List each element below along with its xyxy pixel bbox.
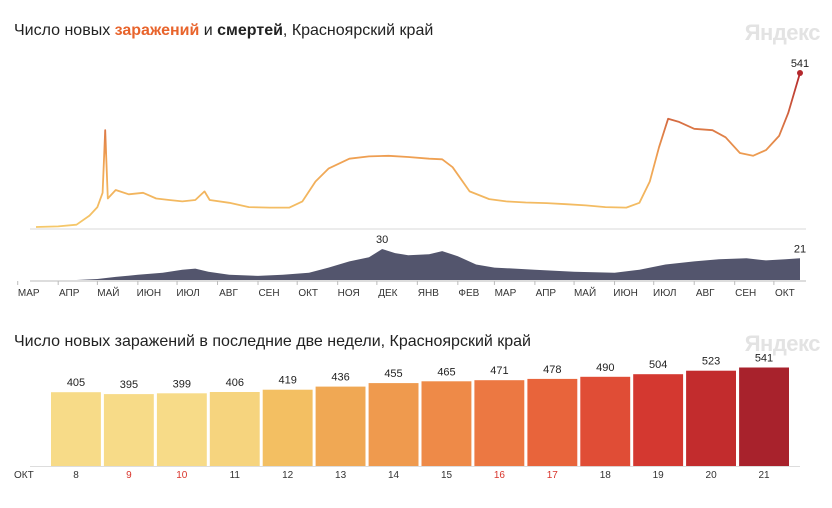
infections-series-line — [35, 72, 801, 228]
x-tick-label: ЯНВ — [418, 288, 439, 299]
x-tick-label: АПР — [59, 288, 80, 299]
bar-value-label: 455 — [384, 368, 402, 380]
x-tick-label: СЕН — [735, 288, 756, 299]
bar-value-label: 471 — [490, 365, 508, 377]
day-label: 18 — [600, 470, 612, 481]
annotation-label-1: 30 — [376, 234, 388, 246]
day-label: 12 — [282, 470, 294, 481]
bar-value-label: 399 — [173, 378, 191, 390]
bar-value-label: 523 — [702, 356, 720, 368]
bar-day-13 — [315, 386, 366, 466]
x-tick-label: АПР — [536, 288, 557, 299]
bar-day-21 — [739, 367, 789, 466]
day-label: 8 — [73, 470, 79, 481]
top-chart-title: Число новых заражений и смертей, Красноя… — [14, 22, 434, 39]
bar-day-12 — [262, 389, 313, 466]
yandex-logo: Яндекс — [744, 20, 821, 45]
x-tick-label: ДЕК — [378, 288, 397, 299]
bar-day-19 — [633, 374, 684, 466]
month-label: ОКТ — [14, 470, 34, 481]
day-label: 16 — [494, 470, 506, 481]
day-label: 21 — [758, 470, 770, 481]
day-label: 15 — [441, 470, 453, 481]
deaths-legend-word: смертей — [217, 22, 283, 39]
bar-value-label: 405 — [67, 377, 85, 389]
x-tick-label: ОКТ — [298, 288, 318, 299]
bar-day-16 — [474, 380, 525, 466]
deaths-series-area — [36, 249, 800, 280]
bar-day-8 — [51, 392, 101, 466]
x-tick-label: МАР — [18, 288, 40, 299]
bar-day-14 — [368, 383, 419, 466]
x-tick-label: ИЮН — [137, 288, 162, 299]
bar-axis-line — [30, 466, 800, 467]
x-tick-label: МАР — [495, 288, 517, 299]
bar-day-11 — [209, 392, 260, 466]
bar-value-label: 541 — [755, 353, 773, 365]
bar-value-label: 406 — [226, 377, 244, 389]
two-weeks-bar-chart: ОКТ 405 8 395 9 399 10 406 11 419 12 436 13 455 14 465 1… — [14, 353, 800, 481]
day-label: 11 — [230, 470, 241, 481]
day-label: 13 — [335, 470, 347, 481]
bar-value-label: 504 — [649, 359, 667, 371]
x-tick-label: ОКТ — [775, 288, 795, 299]
bar-day-10 — [156, 393, 207, 466]
day-label: 9 — [126, 470, 132, 481]
x-tick-label: АВГ — [219, 288, 238, 299]
bar-value-label: 419 — [279, 375, 297, 387]
x-tick-label: ИЮЛ — [176, 288, 199, 299]
two-weeks-chart-panel: Число новых заражений в последние две не… — [0, 320, 832, 503]
timeseries-chart: 541 30 21 МАР АПР МАЙ ИЮН ИЮЛ АВГ СЕН ОКТ НОЯ ДЕК ЯНВ… — [17, 58, 809, 299]
bar-value-label: 478 — [543, 364, 561, 376]
x-tick-label: МАЙ — [574, 286, 596, 299]
x-tick-label: АВГ — [696, 288, 715, 299]
bar-day-9 — [103, 394, 154, 466]
bar-value-label: 436 — [331, 372, 349, 384]
bar-day-15 — [421, 381, 472, 466]
infections-last-point — [797, 70, 803, 76]
bar-day-18 — [580, 376, 631, 467]
bar-value-label: 395 — [120, 379, 138, 391]
day-label: 10 — [176, 470, 188, 481]
x-tick-label: ФЕВ — [458, 288, 479, 299]
bar-day-17 — [527, 378, 578, 466]
day-label: 19 — [653, 470, 665, 481]
annotation-label-2: 21 — [794, 243, 806, 255]
bar-day-20 — [686, 370, 736, 466]
day-label: 20 — [706, 470, 718, 481]
infections-legend-word: заражений — [114, 22, 200, 39]
x-tick-label: СЕН — [258, 288, 279, 299]
x-tick-label: НОЯ — [338, 288, 360, 299]
day-label: 17 — [547, 470, 559, 481]
x-tick-label: ИЮЛ — [653, 288, 676, 299]
yandex-logo: Яндекс — [744, 331, 821, 356]
infections-deaths-chart-panel: Число новых заражений и смертей, Красноя… — [14, 20, 821, 299]
bottom-chart-title: Число новых заражений в последние две не… — [14, 333, 531, 350]
day-label: 14 — [388, 470, 400, 481]
bar-value-label: 490 — [596, 362, 614, 374]
x-tick-label: ИЮН — [613, 288, 638, 299]
bar-value-label: 465 — [437, 366, 455, 378]
x-tick-label: МАЙ — [97, 286, 119, 299]
annotation-label-0: 541 — [791, 58, 809, 70]
